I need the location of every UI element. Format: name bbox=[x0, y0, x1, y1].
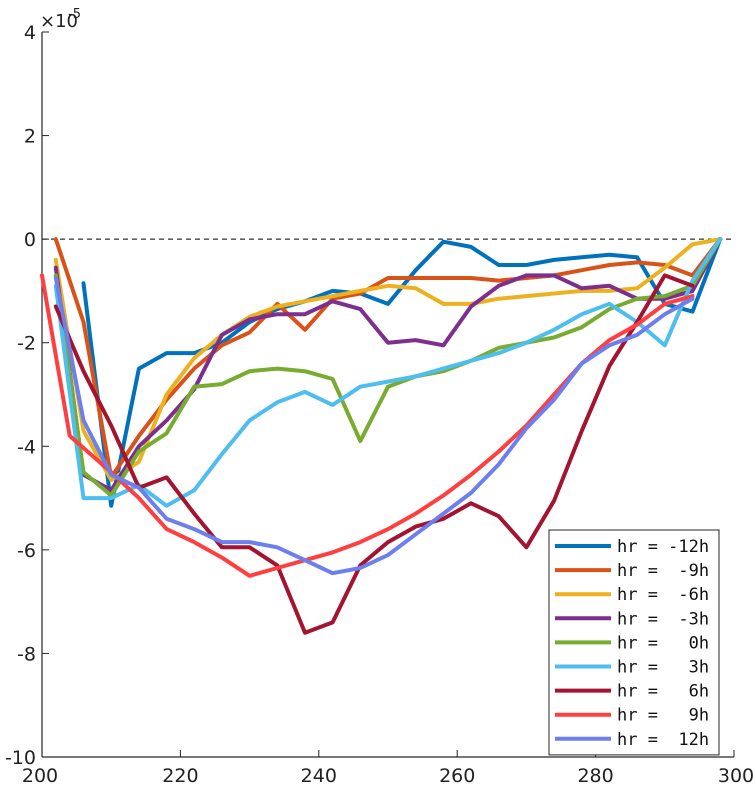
legend-label: hr = -9h bbox=[617, 561, 709, 581]
series-line-9 bbox=[53, 276, 695, 576]
y-tick-label: 2 bbox=[24, 126, 36, 148]
y-tick-label: -10 bbox=[5, 747, 36, 769]
x-tick-label: 300 bbox=[718, 765, 754, 787]
legend: hr = -12h hr = -9h hr = -6h hr = -3h hr = 0h… bbox=[548, 529, 720, 756]
legend-label: hr = 12h bbox=[617, 730, 709, 750]
x-tick-label: 240 bbox=[301, 765, 337, 787]
y-tick-label: -2 bbox=[17, 333, 36, 355]
x-tick-label: 220 bbox=[162, 765, 198, 787]
legend-label: hr = 6h bbox=[617, 682, 709, 702]
series-layer bbox=[40, 237, 723, 635]
y-tick-label: 4 bbox=[24, 22, 36, 44]
series-line-7 bbox=[53, 273, 695, 635]
series-line-4 bbox=[53, 237, 723, 493]
x-tick-label: 280 bbox=[577, 765, 613, 787]
y-tick-label: 0 bbox=[24, 229, 36, 251]
legend-label: hr = 3h bbox=[617, 658, 709, 678]
series-line-3 bbox=[53, 237, 723, 482]
legend-label: hr = 0h bbox=[617, 633, 709, 653]
x-tick-label: 260 bbox=[439, 765, 475, 787]
y-tick-label: -8 bbox=[17, 643, 36, 665]
y-tick-label: -6 bbox=[17, 540, 36, 562]
legend-label: hr = -6h bbox=[617, 585, 709, 605]
axes-box bbox=[41, 32, 734, 758]
x-tick-label: 200 bbox=[22, 765, 58, 787]
y-scale-base: ×10 bbox=[40, 11, 78, 32]
series-line-5 bbox=[53, 237, 723, 498]
y-tick-label: -4 bbox=[17, 436, 36, 458]
legend-label: hr = -12h bbox=[617, 537, 709, 557]
legend-label: hr = -3h bbox=[617, 609, 709, 629]
legend-label: hr = 9h bbox=[617, 706, 709, 726]
y-scale-exponent: -5 bbox=[68, 7, 81, 22]
ticks-layer: 200 220 240 260 280 300 -10 -8 -6 -4 -2 0 2 4 bbox=[5, 22, 754, 787]
series-line-6 bbox=[53, 237, 723, 508]
